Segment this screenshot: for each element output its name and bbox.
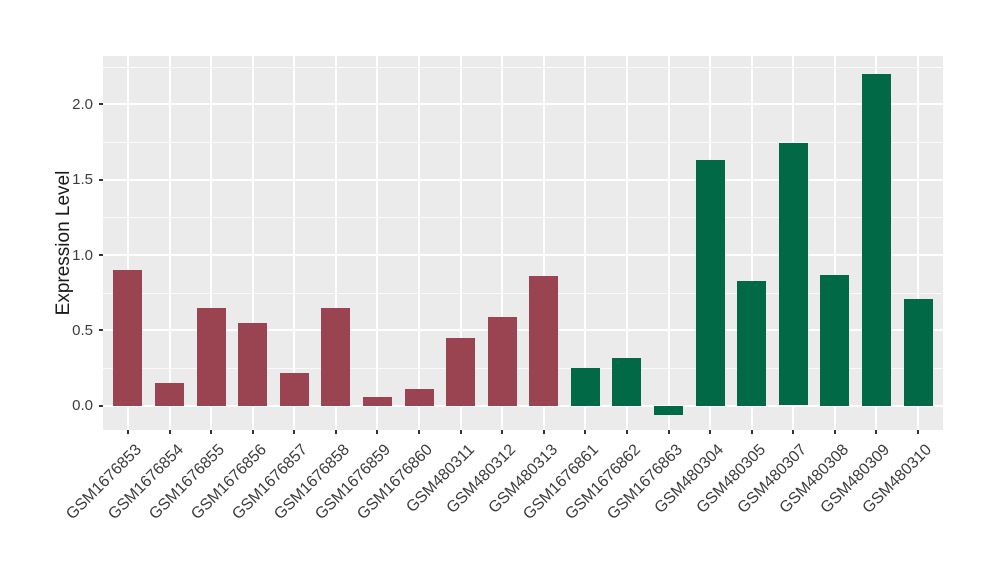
gridline-horizontal-minor [103,142,943,143]
x-tick-mark [169,430,171,434]
bar-GSM1676857 [280,373,309,406]
gridline-vertical [917,56,920,430]
x-tick-mark [751,430,753,434]
bar-GSM480310 [904,299,933,406]
x-tick-mark [668,430,670,434]
x-tick-mark [834,430,836,434]
gridline-vertical [376,56,379,430]
bar-GSM1676855 [197,308,226,406]
gridline-horizontal-major [103,405,943,407]
gridline-vertical [501,56,504,430]
x-tick-mark [252,430,254,434]
gridline-horizontal-minor [103,293,943,294]
bar-GSM480313 [529,276,558,406]
x-tick-mark [293,430,295,434]
gridline-vertical [459,56,462,430]
y-tick-label: 2.0 [72,96,93,113]
gridline-horizontal-minor [103,368,943,369]
x-tick-mark [376,430,378,434]
gridline-vertical [833,56,836,430]
gridline-vertical [418,56,421,430]
y-tick-mark [99,254,103,256]
x-tick-mark [501,430,503,434]
x-tick-mark [210,430,212,434]
bar-GSM1676854 [155,383,184,406]
gridline-vertical [334,56,337,430]
bar-GSM1676863 [654,406,683,415]
y-tick-mark [99,405,103,407]
bar-GSM1676860 [405,389,434,406]
plot-panel [103,56,943,430]
y-tick-label: 0.0 [72,397,93,414]
bar-GSM480307 [779,143,808,405]
bar-GSM1676853 [113,270,142,406]
x-tick-mark [418,430,420,434]
x-tick-mark [460,430,462,434]
y-tick-label: 1.5 [72,171,93,188]
gridline-vertical [126,56,129,430]
x-tick-mark [543,430,545,434]
gridline-vertical [750,56,753,430]
x-tick-mark [917,430,919,434]
bar-GSM1676856 [238,323,267,406]
bar-GSM480311 [446,338,475,406]
gridline-horizontal-minor [103,217,943,218]
y-tick-mark [99,103,103,105]
bar-GSM480305 [737,281,766,406]
gridline-vertical [584,56,587,430]
x-tick-mark [792,430,794,434]
bar-GSM480304 [696,160,725,406]
gridline-vertical [293,56,296,430]
x-tick-mark [584,430,586,434]
gridline-vertical [667,56,670,430]
gridline-vertical [542,56,545,430]
x-tick-mark [875,430,877,434]
bar-GSM480312 [488,317,517,406]
gridline-vertical [210,56,213,430]
x-tick-mark [626,430,628,434]
gridline-horizontal-major [103,179,943,181]
y-axis-title: Expression Level [53,170,74,316]
bar-GSM1676861 [571,368,600,406]
bar-GSM1676858 [321,308,350,406]
gridline-vertical [625,56,628,430]
x-tick-mark [127,430,129,434]
y-tick-mark [99,329,103,331]
y-tick-mark [99,179,103,181]
gridline-horizontal-major [103,254,943,256]
bar-GSM1676859 [363,397,392,406]
y-tick-label: 1.0 [72,247,93,264]
gridline-horizontal-major [103,329,943,331]
gridline-vertical [251,56,254,430]
gridline-horizontal-major [103,103,943,105]
y-tick-label: 0.5 [72,322,93,339]
bar-GSM1676862 [612,358,641,406]
gridline-vertical [168,56,171,430]
bar-GSM480309 [862,74,891,406]
bar-GSM480308 [820,275,849,406]
gridline-horizontal-minor [103,67,943,68]
x-tick-mark [335,430,337,434]
x-tick-mark [709,430,711,434]
